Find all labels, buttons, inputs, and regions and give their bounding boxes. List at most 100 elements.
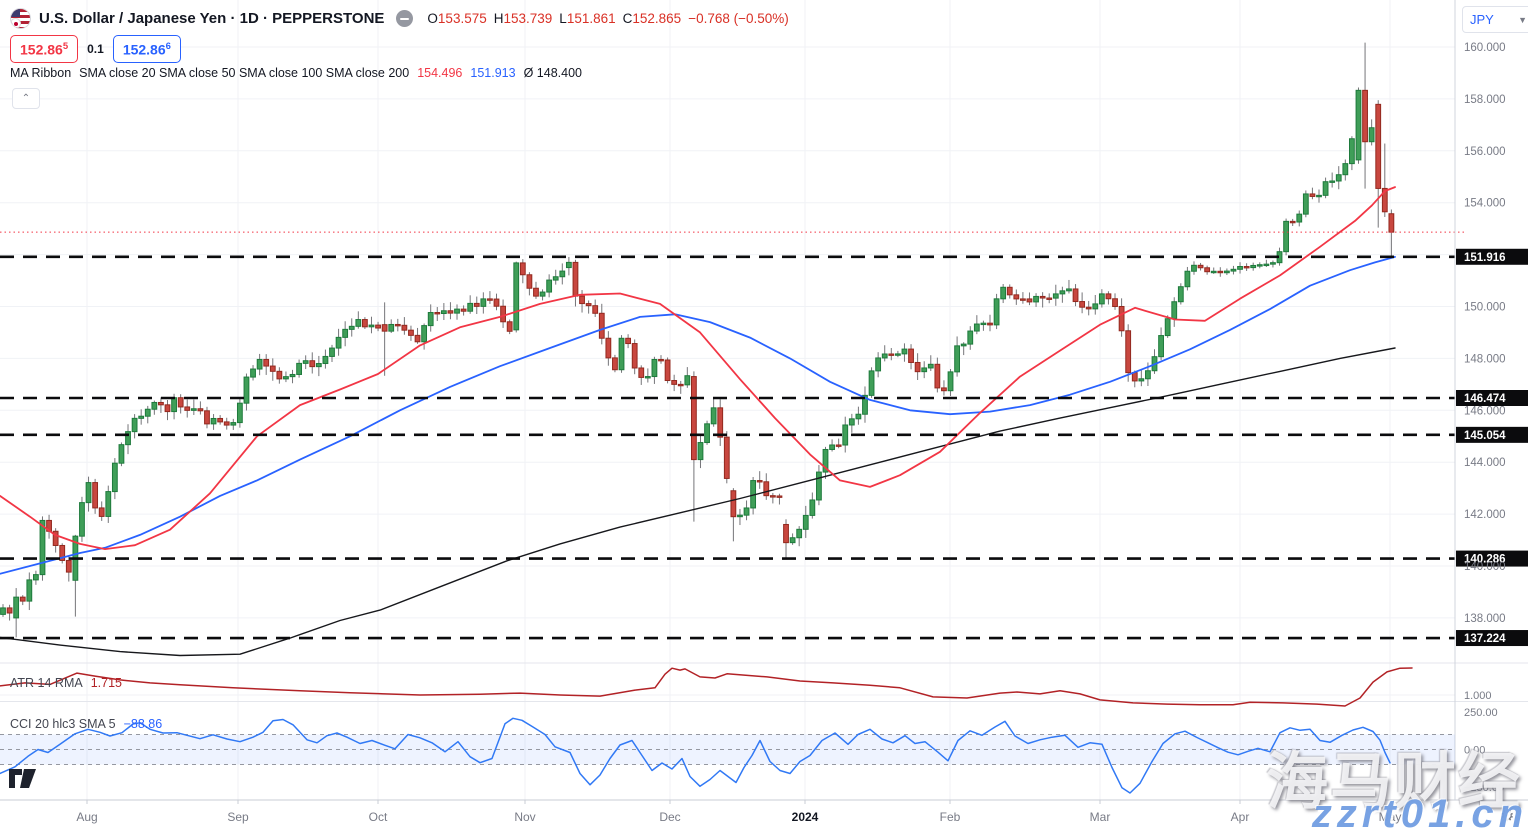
candle-body [1177,286,1184,303]
candle-body [263,358,270,367]
currency-pair-flag-icon [10,8,31,29]
cci-legend[interactable]: CCI 20 hlc3 SMA 5 −88.86 [10,717,162,731]
cci-axis-label: 0.00 [1464,745,1485,757]
ma-ribbon-legend[interactable]: MA Ribbon SMA close 20 SMA close 50 SMA … [10,66,582,80]
candle-body [776,495,783,498]
candle-body [888,353,895,356]
candle-body [796,528,803,539]
hide-indicator-icon[interactable] [396,10,414,27]
candle-body [763,481,770,497]
candle-body [960,343,967,347]
candle-body [1000,286,1007,300]
candle-body [816,471,822,501]
candle-body [348,325,355,330]
candle-body [598,312,605,339]
time-axis[interactable]: Aug Sep Oct Nov Dec 2024 Feb Mar Apr May [76,800,1401,824]
symbol-header: U.S. Dollar / Japanese Yen · 1D · PEPPER… [10,8,789,29]
candle-body [1250,264,1257,269]
candle-body [533,287,539,297]
candle-body [190,408,197,411]
candle-body [289,373,296,378]
candle-body [914,361,921,373]
candle-body [842,424,849,446]
candle-body [835,444,842,447]
price-level-label: 145.054 [1464,430,1506,442]
candle-body [1217,270,1224,274]
chevron-down-icon: ▼ [1518,14,1527,25]
candle-body [644,376,651,379]
cci-value: −88.86 [123,717,163,731]
candle-body [1112,298,1118,307]
atr-axis-label: 1.000 [1464,690,1492,702]
candle-body [565,261,572,269]
low-label: L [559,11,567,26]
candle-body [217,417,224,423]
candle-body [401,324,408,331]
candle-body [158,401,164,406]
candle-body [638,367,645,378]
tradingview-logo-icon[interactable] [8,768,38,790]
candle-body [1046,297,1053,300]
candle-body [151,401,158,410]
low-value: 151.861 [566,11,616,26]
key-levels: 151.916 146.474 145.054 140.286 137.224 [0,248,1528,647]
candle-body [1125,330,1132,374]
candle-body [1322,181,1329,196]
candle-body [1316,194,1322,198]
candle-body [559,270,566,278]
time-axis-label: Feb [940,810,961,824]
candle-body [684,375,691,386]
candle-body [829,444,835,450]
cci-axis-label: −250.00 [1464,782,1504,794]
candle-body [98,507,105,517]
candle-body [184,406,191,411]
candle-body [1052,293,1059,299]
candle-body [605,337,612,359]
watermark-url: zzrt01.cn [1311,792,1528,833]
watermark-cn: 海马财经 [1265,748,1522,817]
price-axis-label: 140.000 [1464,561,1506,573]
candle-body [250,368,256,378]
price-level-label-bg [1456,248,1528,265]
candle-body [769,495,776,498]
candle-body [408,329,414,336]
atr-legend[interactable]: ATR 14 RMA 1.715 [10,676,122,690]
candle-body [454,308,460,314]
price-axis-currency-selector[interactable]: JPY ▼ [1462,6,1528,33]
candle-body [671,380,678,385]
price-axis[interactable]: 160.000 158.000 156.000 154.000 150.000 148.0… [1464,42,1506,625]
candle-body [1381,187,1388,213]
candle-body [526,274,533,289]
price-axis-label: 158.000 [1464,94,1506,106]
candle-body [13,596,20,619]
candle-body [691,376,697,461]
sell-button[interactable]: 152.865 [10,35,79,63]
candle-body [85,482,92,504]
open-label: O [427,11,438,26]
candle-body [177,397,184,408]
candle-body [59,544,66,561]
candle-body [862,394,868,415]
collapse-legend-button[interactable]: ⌃ [12,88,40,109]
candle-body [1342,163,1349,176]
price-level-label-bg [1456,389,1528,406]
candle-body [256,358,263,370]
candle-body [467,302,474,312]
gear-icon[interactable]: ⚙ [1500,808,1515,825]
candle-body [710,407,717,425]
candle-body [394,323,401,327]
candle-body [388,323,395,332]
candle-body [1296,213,1303,223]
symbol-title[interactable]: U.S. Dollar / Japanese Yen · 1D · PEPPER… [39,10,385,27]
sma20-value: 154.496 [417,66,463,80]
candle-body [1197,264,1204,269]
price-axis-label: 148.000 [1464,353,1506,365]
candle-body [236,402,243,424]
price-axis-label: 146.000 [1464,405,1506,417]
candle-body [967,330,974,345]
buy-button[interactable]: 152.866 [112,35,181,63]
candle-body [105,491,112,517]
candle-body [125,431,131,446]
